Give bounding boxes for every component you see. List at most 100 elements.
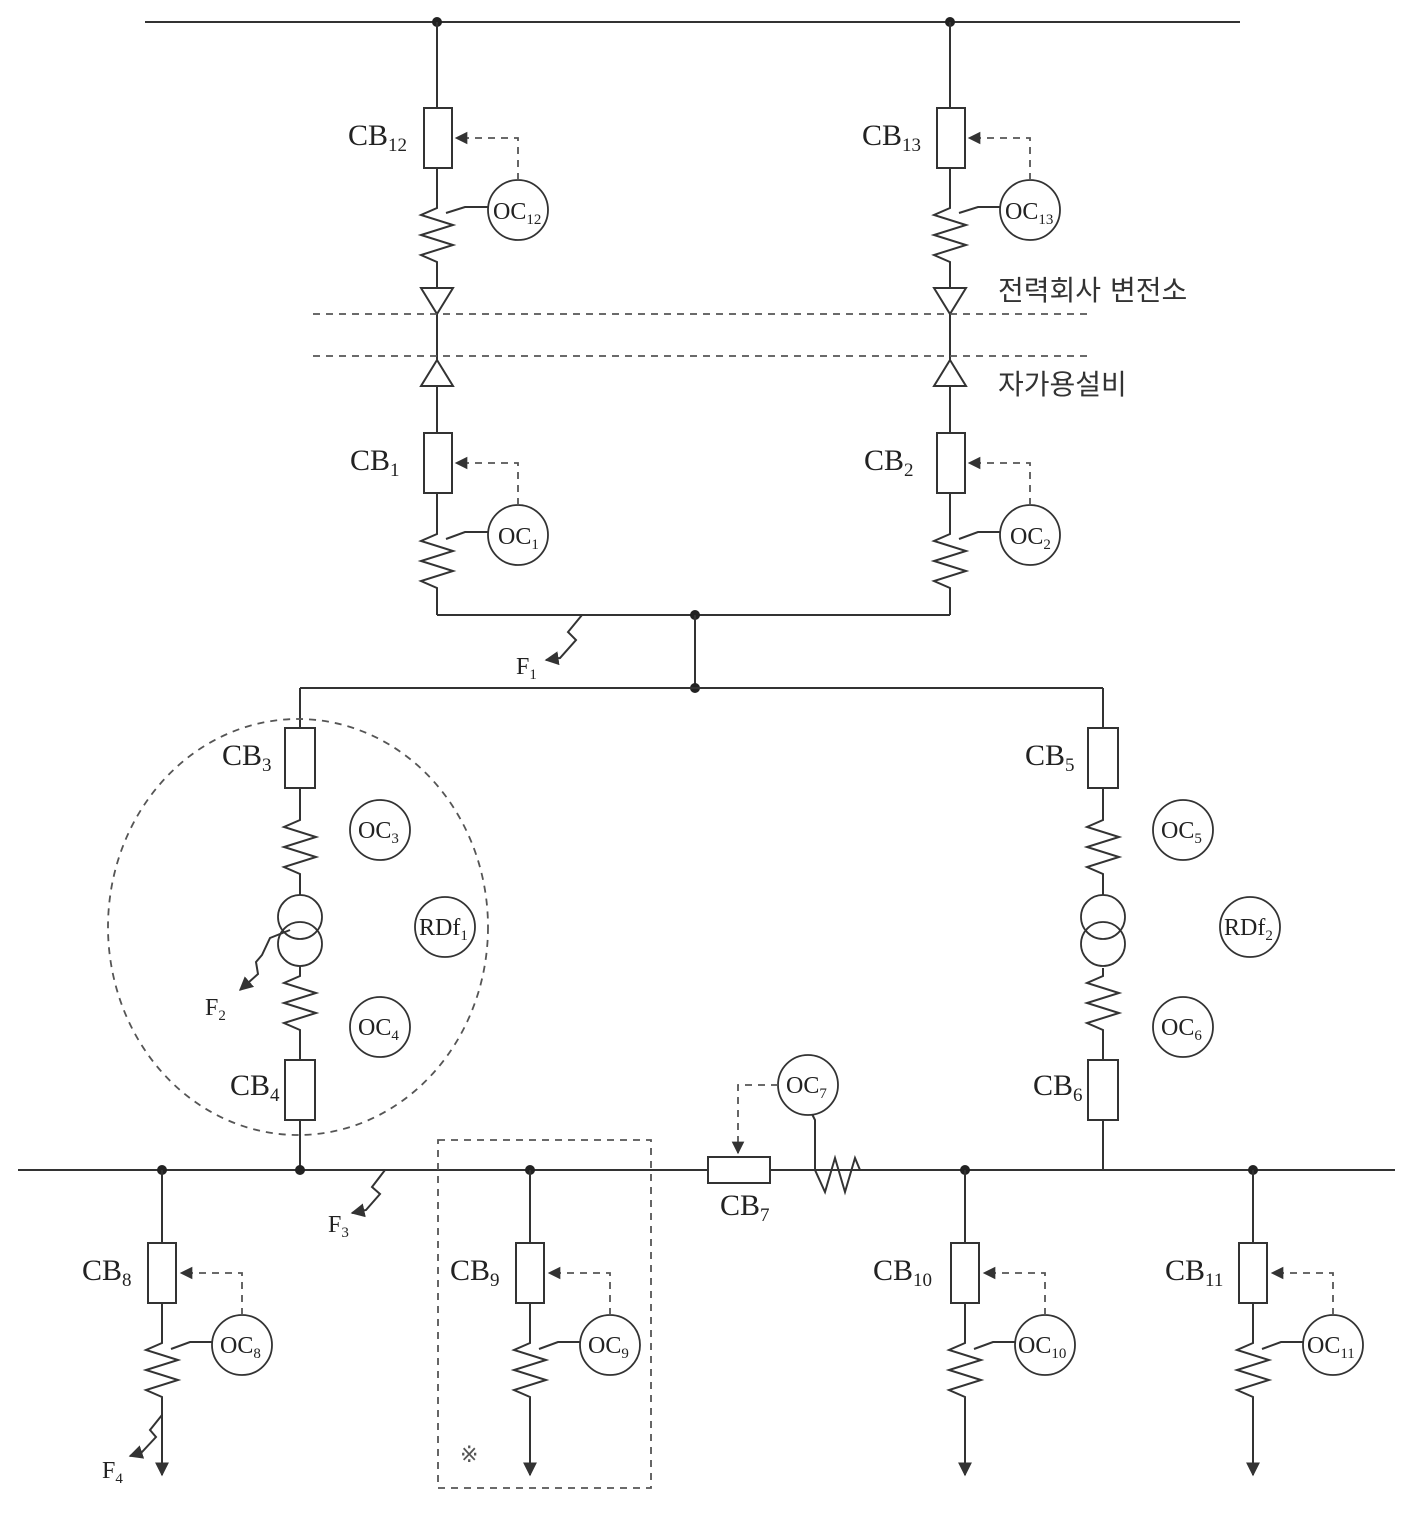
fault-f2-arrow [238, 929, 291, 991]
oc2-label: OC2 [1010, 524, 1051, 553]
ct-connection [958, 531, 1000, 540]
transformer-branch-right [1080, 688, 1126, 1170]
ct-connection [809, 1109, 816, 1170]
breaker-cb1[interactable] [423, 432, 453, 494]
oc5-label: OC5 [1161, 818, 1202, 847]
ct-connection [445, 206, 488, 214]
disconnect-triangle-down-icon [932, 287, 968, 316]
fault-f3-label: F3 [328, 1212, 349, 1241]
oc12-label: OC12 [493, 199, 541, 228]
ct-resistor-icon [283, 967, 317, 1039]
ct-connection [445, 531, 488, 540]
trip-signal [982, 1266, 1046, 1315]
trip-signal [547, 1266, 611, 1315]
cb9-label: CB9 [450, 1254, 500, 1291]
ct-connection [973, 1341, 1015, 1350]
fault-f1-label: F1 [516, 654, 537, 683]
breaker-cb13[interactable] [936, 107, 966, 169]
feeder-cb10 [948, 1170, 982, 1477]
ct-resistor-icon [1086, 811, 1120, 883]
relay-oc3[interactable] [349, 799, 411, 861]
cb10-label: CB10 [873, 1254, 932, 1291]
feeder-right-incoming [932, 22, 968, 615]
trip-signal [454, 131, 519, 180]
transformer-branch-left [277, 688, 323, 1170]
oc3-label: OC3 [358, 818, 399, 847]
transformer-icon [277, 894, 323, 940]
ct-resistor-icon [1086, 967, 1120, 1039]
cb11-label: CB11 [1165, 1254, 1223, 1291]
cb5-label: CB5 [1025, 739, 1075, 776]
breaker-cb7[interactable] [707, 1156, 771, 1184]
cb13-label: CB13 [862, 119, 921, 156]
trip-signal [1270, 1266, 1334, 1315]
fault-f3-arrow [350, 1169, 386, 1218]
private-facility-label: 자가용설비 [998, 368, 1127, 401]
bus-node [295, 1165, 305, 1175]
breaker-cb10[interactable] [950, 1242, 980, 1304]
cb7-label: CB7 [720, 1189, 770, 1226]
ct-resistor-icon [933, 199, 967, 271]
feeder-cb11 [1236, 1170, 1270, 1477]
breaker-cb11[interactable] [1238, 1242, 1268, 1304]
ct-resistor-icon [513, 1334, 547, 1406]
cb2-label: CB2 [864, 444, 914, 481]
ct-connection [538, 1341, 580, 1350]
oc13-label: OC13 [1005, 199, 1053, 228]
cb6-label: CB6 [1033, 1069, 1083, 1106]
utility-substation-label: 전력회사 변전소 [998, 274, 1187, 307]
cb12-label: CB12 [348, 119, 407, 156]
relay-rdf1[interactable] [414, 896, 476, 958]
relay-oc5[interactable] [1152, 799, 1214, 861]
oc1-label: OC1 [498, 524, 539, 553]
breaker-cb3[interactable] [284, 727, 316, 789]
transformer-icon [1080, 894, 1126, 940]
relay-rdf2[interactable] [1219, 896, 1281, 958]
note-mark: ※ [460, 1443, 478, 1468]
rdf1-label: RDf1 [419, 915, 468, 944]
breaker-cb4[interactable] [284, 1059, 316, 1121]
ct-resistor-icon [805, 1154, 865, 1196]
cb3-label: CB3 [222, 739, 272, 776]
feeder-cb9 [513, 1170, 547, 1477]
ct-resistor-icon [420, 525, 454, 597]
cb4-label: CB4 [230, 1069, 280, 1106]
oc10-label: OC10 [1018, 1333, 1066, 1362]
highlighted-feeder-box [437, 1139, 652, 1489]
disconnect-triangle-up-icon [419, 358, 455, 387]
breaker-cb9[interactable] [515, 1242, 545, 1304]
breaker-cb2[interactable] [936, 432, 966, 494]
trip-signal [731, 1084, 778, 1155]
disconnect-triangle-up-icon [932, 358, 968, 387]
oc9-label: OC9 [588, 1333, 629, 1362]
relay-oc4[interactable] [349, 996, 411, 1058]
oc4-label: OC4 [358, 1015, 399, 1044]
relay-oc6[interactable] [1152, 996, 1214, 1058]
trip-signal [179, 1266, 243, 1315]
feeder-cb8 [145, 1170, 179, 1477]
ct-resistor-icon [283, 811, 317, 883]
ct-connection [958, 206, 1000, 214]
breaker-cb8[interactable] [147, 1242, 177, 1304]
breaker-cb6[interactable] [1087, 1059, 1119, 1121]
ct-resistor-icon [420, 199, 454, 271]
ct-connection [1261, 1341, 1303, 1350]
trip-signal [967, 131, 1031, 180]
ct-connection [170, 1341, 212, 1350]
oc8-label: OC8 [220, 1333, 261, 1362]
fault-f2-label: F2 [205, 995, 226, 1024]
oc7-label: OC7 [786, 1073, 827, 1102]
cb1-label: CB1 [350, 444, 400, 481]
fault-f1-arrow [544, 614, 583, 666]
breaker-cb12[interactable] [423, 107, 453, 169]
fault-f4-arrow [128, 1414, 163, 1459]
feeder-left-incoming [419, 22, 455, 615]
breaker-cb5[interactable] [1087, 727, 1119, 789]
differential-protection-zone-1 [107, 718, 489, 1136]
ct-resistor-icon [1236, 1334, 1270, 1406]
ct-resistor-icon [145, 1334, 179, 1406]
disconnect-triangle-down-icon [419, 287, 455, 316]
cb8-label: CB8 [82, 1254, 132, 1291]
fault-f4-label: F4 [102, 1458, 123, 1487]
